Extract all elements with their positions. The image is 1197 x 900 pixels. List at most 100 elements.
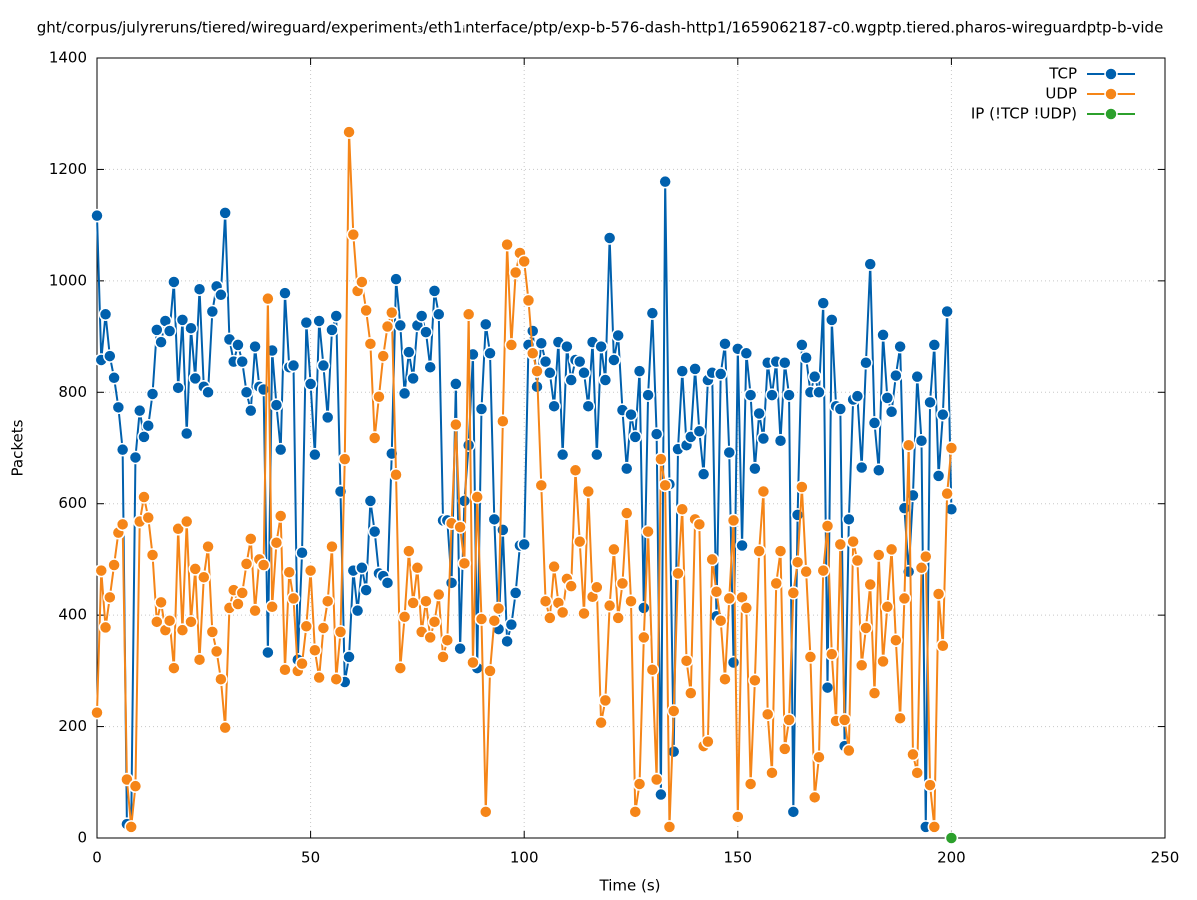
data-point [833, 402, 848, 416]
data-point [880, 391, 895, 405]
data-point [389, 467, 403, 482]
data-point [346, 227, 361, 242]
data-point [171, 522, 185, 536]
data-point [901, 438, 916, 452]
data-point [367, 524, 382, 539]
y-tick-label: 200 [58, 717, 87, 735]
data-point [773, 544, 788, 558]
data-point [654, 452, 668, 466]
data-point [602, 231, 617, 245]
data-point [713, 367, 728, 381]
data-point [171, 381, 185, 395]
data-point [910, 369, 924, 384]
data-point [320, 410, 335, 425]
data-point [154, 595, 168, 610]
data-point [936, 639, 950, 653]
data-point [880, 600, 895, 614]
data-point [825, 313, 839, 327]
data-point [645, 306, 660, 320]
data-point [705, 552, 719, 567]
data-point [594, 715, 608, 730]
data-point [179, 426, 194, 441]
data-point [295, 656, 309, 671]
data-point [786, 586, 801, 600]
data-point [525, 324, 540, 338]
data-point [385, 305, 399, 320]
data-point [427, 284, 442, 298]
data-point [641, 388, 655, 402]
data-point [457, 556, 472, 571]
data-point [137, 490, 151, 504]
data-point [500, 634, 514, 649]
data-point [205, 304, 220, 319]
data-point [748, 673, 762, 688]
data-point [611, 611, 625, 625]
data-point [658, 478, 672, 493]
data-point [632, 777, 647, 791]
data-point [244, 532, 258, 546]
data-point [577, 606, 591, 621]
data-point [718, 337, 732, 351]
data-point [444, 576, 459, 590]
data-point [231, 338, 245, 352]
data-point [449, 417, 463, 432]
data-point [355, 275, 369, 289]
data-point [432, 587, 446, 602]
data-point [786, 805, 801, 819]
y-axis-label: Packets [9, 419, 27, 476]
data-point [863, 577, 877, 592]
y-tick-label: 1000 [49, 271, 87, 289]
data-point [423, 630, 437, 645]
y-tick-label: 600 [58, 494, 87, 512]
data-point [261, 291, 275, 306]
data-point [568, 463, 583, 478]
data-point [543, 366, 557, 380]
data-point [632, 364, 647, 378]
x-tick-label: 0 [92, 849, 102, 867]
data-point [619, 506, 634, 520]
data-point [850, 389, 865, 403]
x-axis-label: Time (s) [599, 877, 661, 895]
data-point [98, 307, 113, 322]
data-point [483, 664, 497, 678]
data-point [564, 373, 578, 387]
data-point [483, 346, 497, 361]
data-point [256, 382, 271, 397]
data-point [598, 373, 613, 387]
data-point [726, 513, 741, 528]
data-point [273, 509, 288, 523]
data-point [162, 613, 177, 628]
y-tick-label: 1200 [49, 160, 87, 178]
data-point [419, 594, 433, 608]
data-point [748, 461, 762, 476]
data-point [525, 346, 540, 361]
data-point [325, 539, 339, 554]
data-point [812, 385, 826, 400]
data-point [90, 705, 104, 720]
data-point [303, 377, 318, 391]
data-point [923, 778, 937, 792]
data-point [607, 542, 621, 557]
data-point [179, 514, 194, 529]
data-point [342, 650, 356, 664]
data-point [273, 442, 288, 457]
data-point [833, 537, 848, 552]
data-point [893, 339, 907, 354]
x-tick-label: 50 [301, 849, 320, 867]
data-point [449, 377, 463, 391]
data-point [654, 787, 668, 802]
data-point [436, 650, 450, 664]
data-point [555, 605, 570, 620]
data-point [363, 494, 378, 508]
data-point [218, 206, 232, 220]
data-point [406, 596, 420, 610]
data-point [474, 402, 489, 416]
data-point [295, 545, 309, 560]
data-point [380, 576, 395, 590]
data-point [897, 591, 912, 606]
data-point [320, 594, 335, 608]
data-point [645, 662, 660, 677]
data-point [876, 654, 890, 669]
data-point [209, 644, 224, 659]
data-point [555, 447, 570, 462]
